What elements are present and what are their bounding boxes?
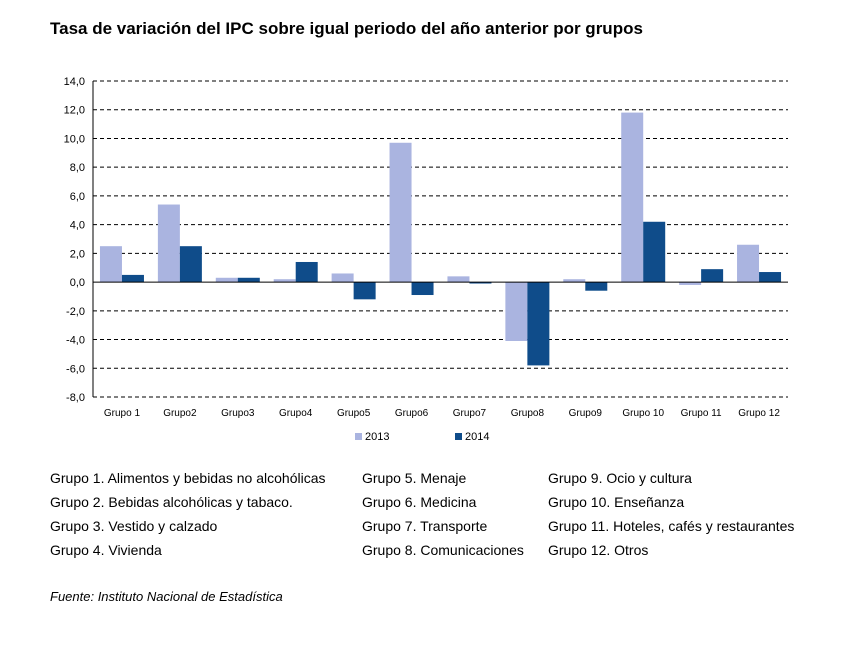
group-legend-item: Grupo 6. Medicina: [362, 494, 477, 510]
x-tick-label: Grupo8: [511, 408, 545, 419]
y-tick-label: 8,0: [70, 162, 85, 174]
bar-2014: [759, 272, 782, 283]
groups-legend-col2: Grupo 5. Menaje Grupo 6. Medicina Grupo …: [362, 468, 524, 564]
x-tick-label: Grupo3: [221, 408, 255, 419]
bar-2014: [643, 221, 666, 283]
bar-2014: [237, 277, 260, 283]
group-legend-item: Grupo 12. Otros: [548, 542, 649, 558]
group-legend-item: Grupo 8. Comunicaciones: [362, 542, 524, 558]
x-tick-label: Grupo 12: [738, 408, 780, 419]
bar-2013: [505, 282, 528, 341]
group-legend-item: Grupo 7. Transporte: [362, 518, 488, 534]
x-tick-label: Grupo 1: [104, 408, 141, 419]
bar-2013: [331, 273, 354, 283]
y-tick-label: -2,0: [66, 306, 85, 318]
bar-2014: [411, 282, 434, 296]
legend-swatch-2013: [355, 433, 362, 440]
x-tick-label: Grupo9: [569, 408, 603, 419]
x-tick-label: Grupo4: [279, 408, 313, 419]
bar-2013: [389, 142, 412, 283]
group-legend-item: Grupo 11. Hoteles, cafés y restaurantes: [548, 518, 795, 534]
group-legend-item: Grupo 4. Vivienda: [50, 542, 162, 558]
legend-label: 2013: [365, 431, 389, 443]
bar-2013: [273, 279, 296, 283]
group-legend-item: Grupo 2. Bebidas alcohólicas y tabaco.: [50, 494, 293, 510]
bar-2014: [353, 282, 376, 300]
chart-title: Tasa de variación del IPC sobre igual pe…: [50, 19, 643, 38]
y-tick-label: 14,0: [64, 76, 85, 88]
bar-2014: [121, 274, 144, 283]
y-tick-label: -8,0: [66, 392, 85, 404]
bar-2013: [563, 279, 586, 283]
y-tick-label: 0,0: [70, 277, 85, 289]
bar-2013: [621, 112, 644, 283]
y-tick-label: 12,0: [64, 105, 85, 117]
group-legend-item: Grupo 9. Ocio y cultura: [548, 470, 692, 486]
bar-2014: [585, 282, 608, 291]
legend-label: 2014: [465, 431, 489, 443]
group-legend-item: Grupo 10. Enseñanza: [548, 494, 685, 510]
x-tick-label: Grupo2: [163, 408, 197, 419]
x-tick-label: Grupo 11: [681, 408, 722, 419]
group-legend-item: Grupo 5. Menaje: [362, 470, 467, 486]
x-tick-label: Grupo 10: [622, 408, 664, 419]
bar-2013: [157, 204, 180, 283]
group-legend-item: Grupo 3. Vestido y calzado: [50, 518, 218, 534]
x-tick-label: Grupo7: [453, 408, 487, 419]
y-tick-label: -6,0: [66, 363, 85, 375]
bar-2013: [679, 282, 702, 285]
bar-2013: [215, 277, 238, 283]
bar-2013: [447, 276, 470, 283]
bar-2013: [737, 244, 760, 283]
groups-legend-col1: Grupo 1. Alimentos y bebidas no alcohóli…: [50, 468, 326, 564]
group-legend-item: Grupo 1. Alimentos y bebidas no alcohóli…: [50, 470, 326, 486]
x-tick-label: Grupo6: [395, 408, 429, 419]
y-tick-label: 10,0: [64, 133, 85, 145]
y-tick-label: 4,0: [70, 220, 85, 232]
bar-2014: [527, 282, 550, 366]
legend-swatch-2014: [455, 433, 462, 440]
y-tick-label: -4,0: [66, 335, 85, 347]
y-tick-label: 2,0: [70, 248, 85, 260]
bar-2014: [295, 261, 318, 283]
y-tick-label: 6,0: [70, 191, 85, 203]
bar-chart: 14,0 12,0 10,0 8,0 6,0 4,0 2,0 0,0 -2,0 -4,0 -6,0 -…: [64, 76, 788, 443]
bar-2014: [469, 282, 492, 284]
x-tick-label: Grupo5: [337, 408, 371, 419]
bar-2013: [99, 246, 122, 283]
bar-2014: [179, 246, 202, 283]
bar-2014: [701, 269, 724, 283]
groups-legend-col3: Grupo 9. Ocio y cultura Grupo 10. Enseña…: [548, 468, 794, 564]
source-note: Fuente: Instituto Nacional de Estadístic…: [50, 589, 283, 604]
